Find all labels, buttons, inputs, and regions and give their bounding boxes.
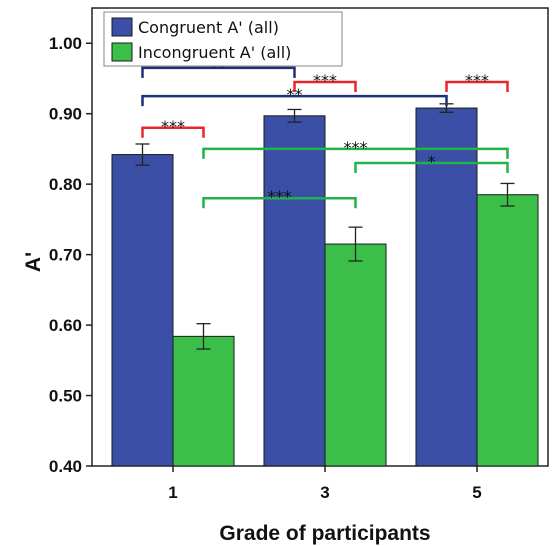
- significance-label: ***: [465, 71, 489, 90]
- significance-label: ***: [161, 117, 185, 136]
- legend-box: [103, 11, 343, 67]
- significance-label: ***: [268, 187, 292, 206]
- plot-area: 0.400.500.600.700.800.901.001 3 5******** *…: [49, 7, 549, 502]
- bar: [111, 154, 174, 467]
- significance-bracket: [141, 126, 205, 138]
- y-tick-label: 0.90: [49, 105, 82, 124]
- significance-bracket: [141, 66, 296, 78]
- y-axis-title: A': [22, 252, 45, 272]
- significance-bracket: [141, 94, 448, 107]
- x-tick-label: 1: [168, 483, 177, 502]
- x-tick-label: 3: [320, 483, 329, 502]
- bar: [415, 107, 478, 467]
- significance-label: **: [287, 85, 303, 104]
- significance-bracket: [202, 196, 357, 209]
- y-tick-label: 0.80: [49, 175, 82, 194]
- y-tick-label: 1.00: [49, 34, 82, 53]
- significance-label: ***: [313, 71, 337, 90]
- bar: [476, 194, 539, 467]
- y-tick-label: 0.60: [49, 316, 82, 335]
- significance-label: ***: [344, 138, 368, 157]
- significance-bracket: [445, 80, 509, 92]
- x-axis-title: Grade of participants: [219, 522, 430, 545]
- legend-swatch: [111, 17, 133, 37]
- y-tick-label: 0.70: [49, 246, 82, 265]
- legend-label: Congruent A' (all): [138, 18, 279, 37]
- bar: [324, 243, 387, 467]
- bar: [263, 115, 326, 467]
- legend-swatch: [111, 42, 133, 62]
- x-tick-label: 5: [472, 483, 481, 502]
- significance-bracket: [354, 161, 509, 174]
- y-tick-label: 0.50: [49, 387, 82, 406]
- legend-label: Incongruent A' (all): [138, 43, 291, 62]
- significance-bracket: [293, 80, 357, 92]
- y-tick-label: 0.40: [49, 457, 82, 476]
- bar: [172, 335, 235, 467]
- significance-label: *: [428, 152, 436, 171]
- significance-bracket: [202, 147, 509, 159]
